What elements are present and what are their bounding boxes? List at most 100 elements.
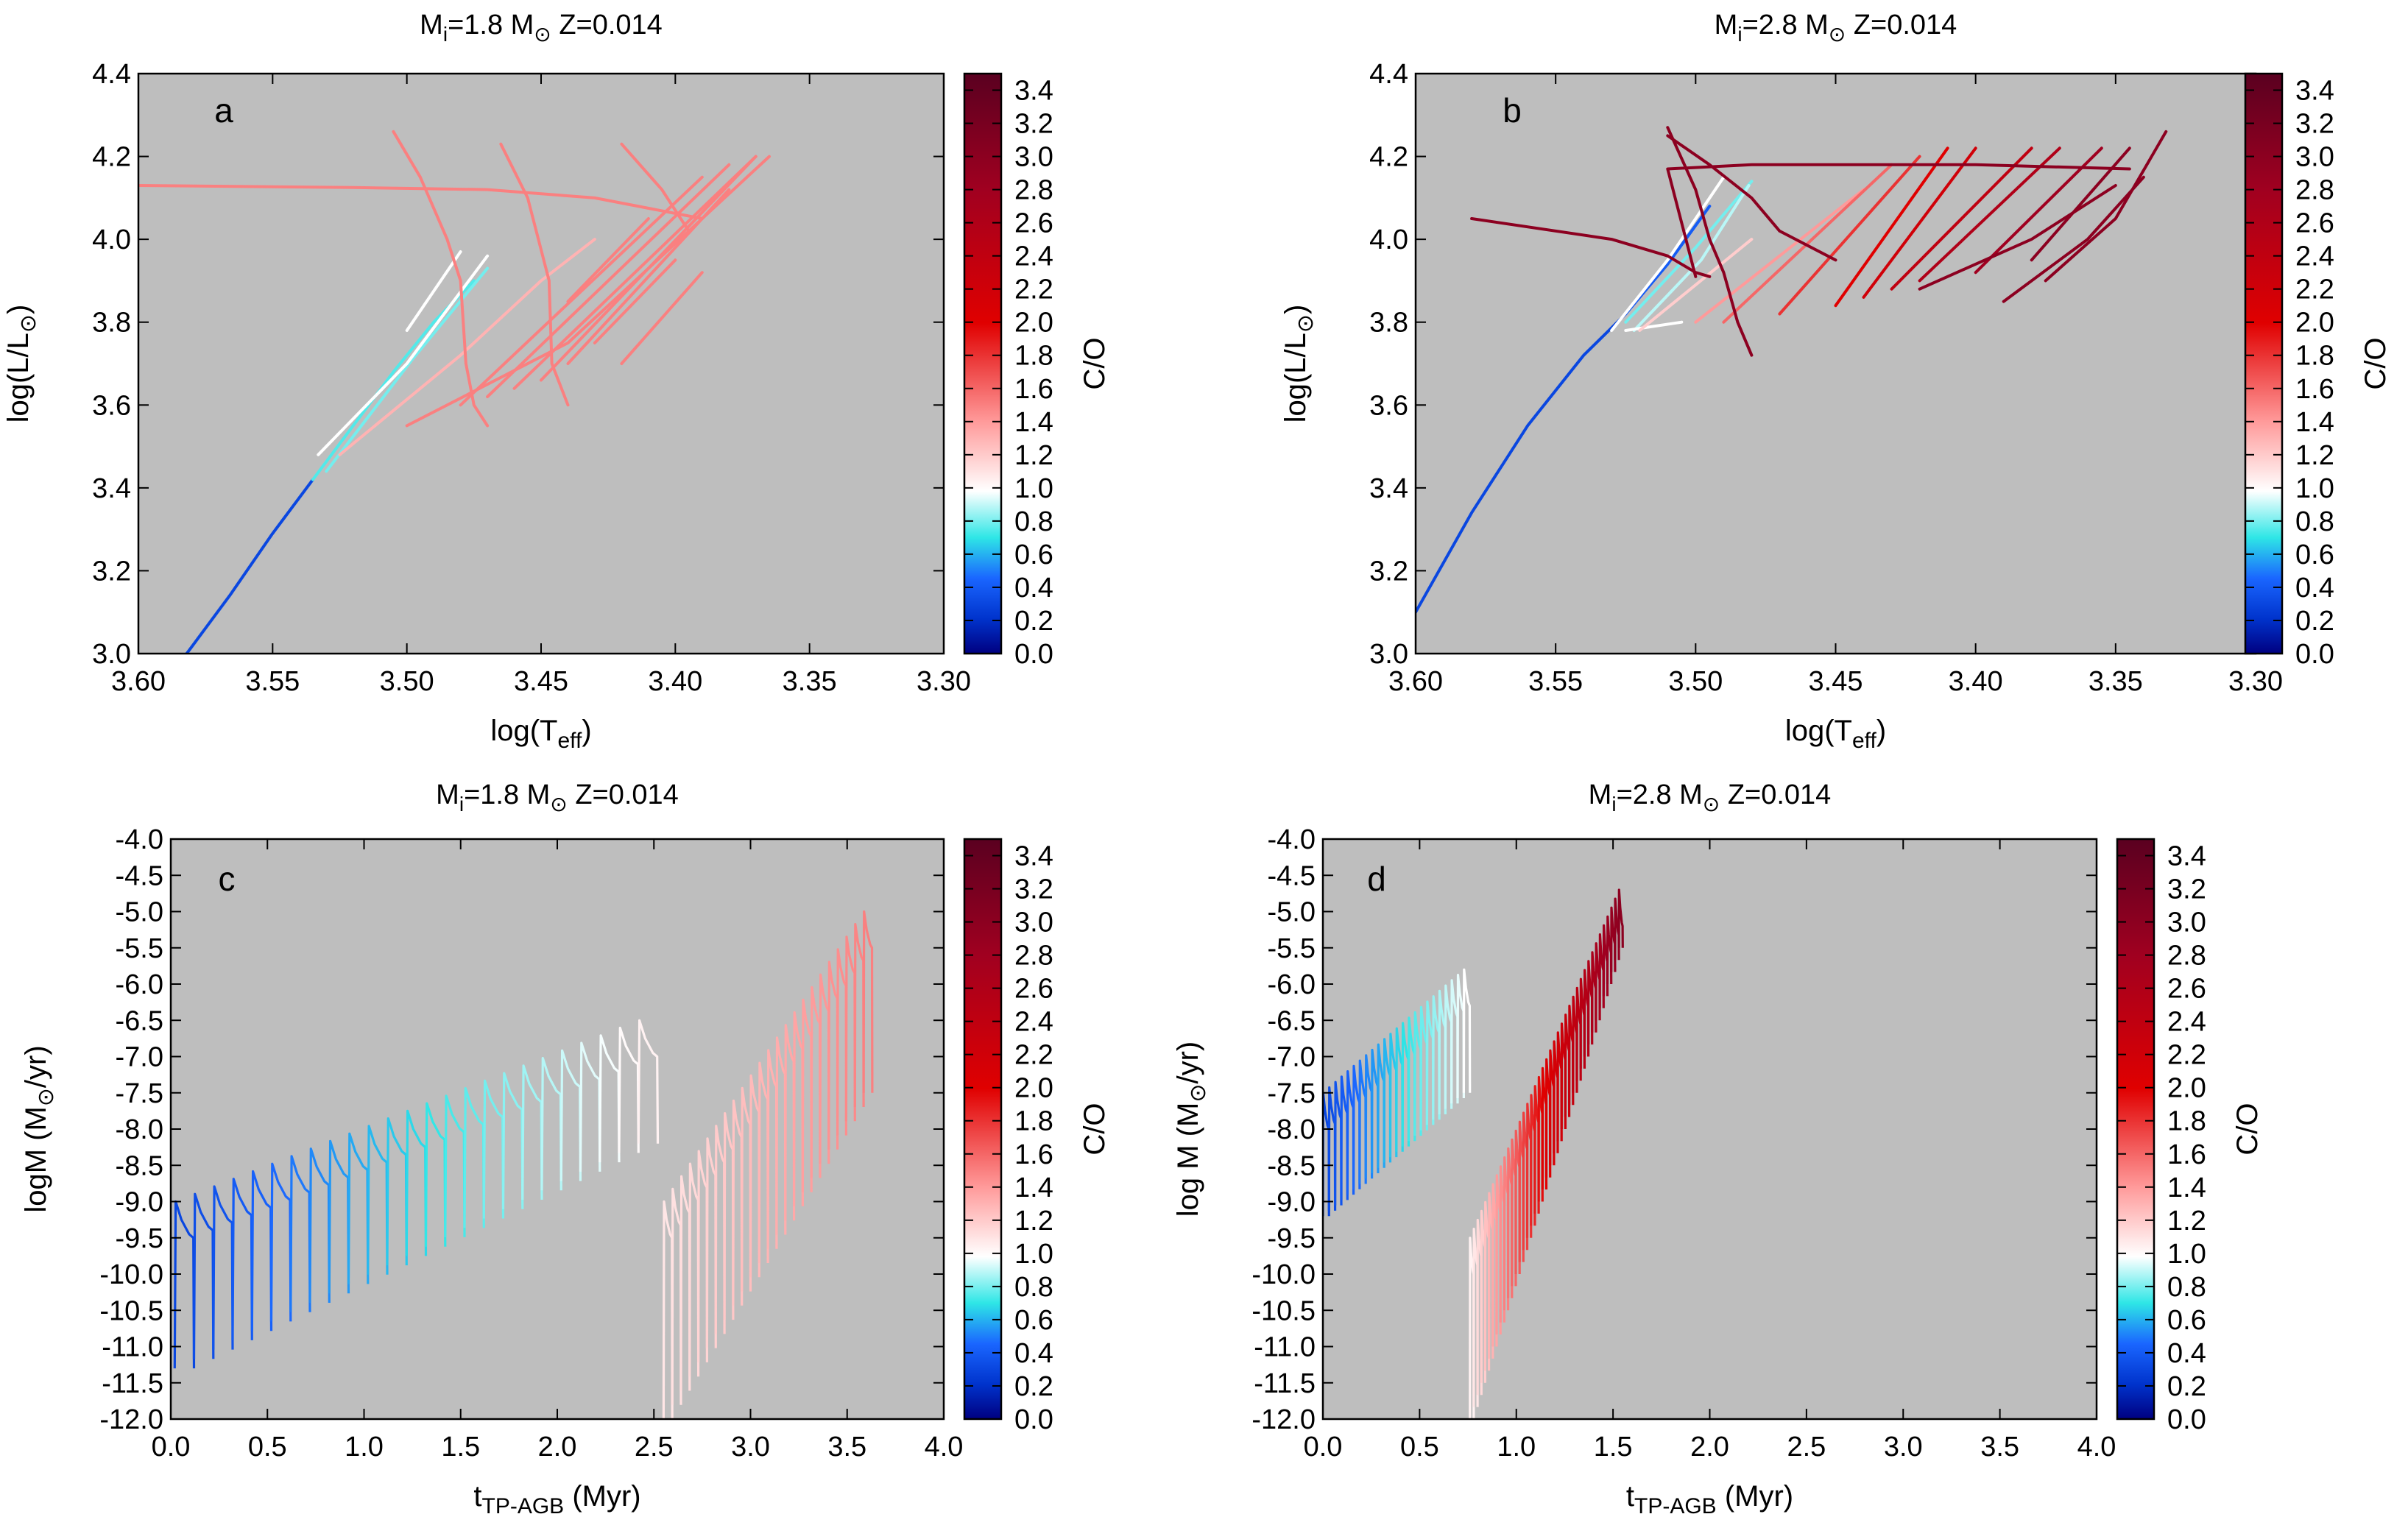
x-tick-label: 3.45 <box>1809 666 1863 697</box>
colorbar-label: C/O <box>1078 1103 1111 1155</box>
y-tick-label: -6.5 <box>1268 1005 1316 1036</box>
colorbar-tick-label: 3.4 <box>2167 841 2206 872</box>
data-layer <box>173 910 874 1419</box>
colorbar-tick-label: 0.6 <box>2295 540 2334 570</box>
colorbar-tick-label: 1.0 <box>1014 473 1053 504</box>
x-tick-label: 3.30 <box>917 666 971 697</box>
y-tick-label: -10.0 <box>1251 1259 1316 1290</box>
y-tick-label: 3.8 <box>92 308 131 339</box>
y-tick-label: -7.5 <box>116 1078 163 1109</box>
x-tick-label: 3.40 <box>648 666 702 697</box>
colorbar-tick-label: 0.0 <box>2167 1404 2206 1435</box>
y-axis-label: log(L/L⊙) <box>1279 305 1318 423</box>
pulse-cycle <box>1617 888 1624 948</box>
colorbar-tick-label: 0.4 <box>1014 1338 1053 1369</box>
y-tick-label: -7.0 <box>1268 1042 1316 1073</box>
x-tick-label: 3.60 <box>111 666 166 697</box>
y-tick-label: 4.4 <box>1369 59 1408 90</box>
plot-area <box>1323 839 2097 1419</box>
panel-c: 0.0 0.5 1.0 1.5 2.0 2.5 3.0 3.5 4.0 -4.0 -4.5 -5.0 -… <box>20 779 1111 1518</box>
y-tick-label: 3.0 <box>92 639 131 670</box>
x-tick-label: 1.5 <box>1594 1432 1633 1462</box>
colorbar-tick-label: 2.4 <box>2167 1007 2206 1038</box>
colorbar-label: C/O <box>2359 337 2392 389</box>
panel-label: a <box>214 91 233 130</box>
y-tick-label: -11.5 <box>1254 1368 1316 1399</box>
colorbar-tick-label: 1.4 <box>1014 407 1053 438</box>
colorbar-tick-label: 2.2 <box>1014 1040 1053 1071</box>
colorbar <box>2244 72 2284 655</box>
colorbar-tick-label: 1.4 <box>2295 407 2334 438</box>
track-segment <box>2044 130 2168 283</box>
track-segment <box>2002 175 2145 303</box>
track-segment <box>392 130 490 428</box>
x-tick-label: 2.0 <box>1690 1432 1729 1462</box>
colorbar-tick-label: 0.4 <box>2167 1338 2206 1369</box>
y-tick-label: -6.0 <box>116 969 163 1000</box>
track-segment <box>1918 184 2117 291</box>
colorbar-tick-label: 1.4 <box>1014 1172 1053 1203</box>
x-tick-label: 3.45 <box>514 666 568 697</box>
y-tick-label: -11.5 <box>102 1368 163 1399</box>
y-tick-label: 4.2 <box>1369 142 1408 173</box>
y-tick-label: 4.0 <box>1369 224 1408 255</box>
panel-title: Mi=1.8 M⊙ Z=0.014 <box>436 779 679 816</box>
colorbar-tick-label: 2.4 <box>2295 241 2334 272</box>
x-tick-label: 1.0 <box>345 1432 384 1462</box>
track-segment <box>185 478 314 654</box>
colorbar-tick-label: 3.2 <box>2295 109 2334 140</box>
colorbar-tick-label: 2.2 <box>2167 1040 2206 1071</box>
colorbar-tick-label: 2.8 <box>2295 175 2334 206</box>
y-tick-label: -5.0 <box>116 897 163 928</box>
colorbar-tick-label: 3.2 <box>1014 874 1053 905</box>
y-tick-label: -9.5 <box>116 1223 163 1254</box>
colorbar-tick-label: 0.4 <box>1014 573 1053 604</box>
track-segment <box>1834 146 1949 308</box>
x-tick-label: 4.0 <box>2077 1432 2116 1462</box>
track-segment <box>1666 134 1837 262</box>
colorbar-tick-label: 2.2 <box>2295 275 2334 305</box>
colorbar-label: C/O <box>1078 337 1111 389</box>
x-tick-label: 3.35 <box>783 666 837 697</box>
y-tick-label: -5.5 <box>1268 933 1316 964</box>
colorbar-tick-label: 3.4 <box>1014 76 1053 107</box>
track-segment <box>1632 184 1751 332</box>
x-tick-label: 0.5 <box>248 1432 287 1462</box>
track-segment <box>566 217 650 303</box>
y-tick-label: 3.6 <box>92 390 131 421</box>
track-segment <box>138 184 704 220</box>
colorbar-tick-label: 2.2 <box>1014 275 1053 305</box>
panel-label: c <box>219 860 236 898</box>
colorbar-tick-label: 1.8 <box>1014 341 1053 372</box>
track-segment <box>486 163 731 398</box>
y-tick-label: 3.2 <box>1369 556 1408 587</box>
y-tick-label: -12.0 <box>99 1404 163 1435</box>
x-axis-label: log(Teff) <box>490 715 591 753</box>
track-segment <box>1638 238 1754 332</box>
colorbar-tick-label: 1.2 <box>2167 1206 2206 1237</box>
panel-title: Mi=2.8 M⊙ Z=0.014 <box>1589 779 1832 816</box>
y-tick-label: -9.0 <box>1268 1187 1316 1218</box>
colorbar-tick-label: 2.0 <box>2295 308 2334 339</box>
colorbar <box>963 72 1003 655</box>
y-axis-label: log M (M⊙/yr) <box>1172 1041 1210 1217</box>
colorbar-tick-label: 1.8 <box>1014 1106 1053 1137</box>
track-segment <box>512 155 758 390</box>
x-tick-label: 3.60 <box>1388 666 1443 697</box>
colorbar-tick-label: 1.0 <box>2295 473 2334 504</box>
track-segment <box>1778 155 1921 316</box>
colorbar-tick-label: 1.8 <box>2167 1106 2206 1137</box>
y-axis-label: logM (M⊙/yr) <box>20 1045 58 1212</box>
panel-b: 3.60 3.55 3.50 3.45 3.40 3.35 3.303.03.23.43.6… <box>1279 10 2392 753</box>
y-tick-label: -4.5 <box>116 860 163 891</box>
colorbar-tick-label: 2.0 <box>1014 1073 1053 1104</box>
y-tick-label: -10.5 <box>99 1295 163 1326</box>
plot-area <box>1416 74 2256 654</box>
colorbar-tick-label: 1.0 <box>2167 1239 2206 1270</box>
data-layer <box>138 130 771 654</box>
track-segment <box>338 238 596 456</box>
x-tick-label: 3.55 <box>245 666 300 697</box>
colorbar-tick-label: 0.2 <box>1014 1371 1053 1402</box>
colorbar-tick-label: 0.6 <box>1014 540 1053 570</box>
track-segment <box>1666 163 2131 278</box>
